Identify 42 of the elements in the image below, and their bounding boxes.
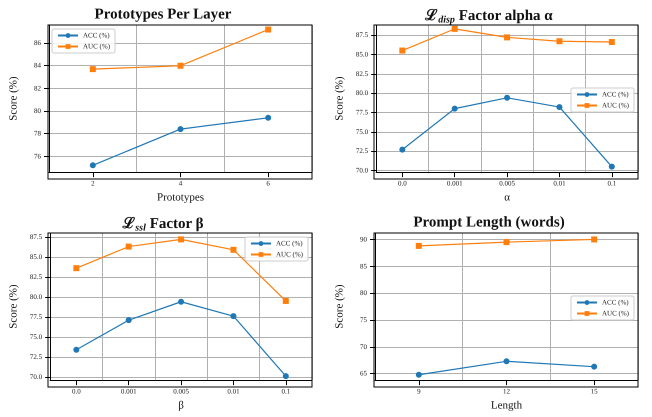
x-axis-title: Length: [490, 400, 523, 412]
x-axis-title: β: [178, 400, 184, 412]
x-axis-title: α: [504, 192, 510, 204]
point: [504, 358, 510, 364]
point: [178, 236, 184, 242]
point: [556, 104, 562, 110]
point: [265, 26, 272, 33]
point: [178, 126, 184, 132]
point: [556, 38, 562, 44]
point: [416, 372, 422, 378]
point: [399, 146, 406, 153]
point: [73, 346, 80, 353]
y-axis-title: Score (%): [334, 284, 346, 329]
point: [73, 265, 80, 272]
point: [608, 164, 615, 170]
point: [178, 62, 184, 69]
point: [591, 236, 598, 242]
y-axis-title: Score (%): [8, 284, 20, 329]
point: [504, 239, 510, 246]
point: [90, 162, 96, 168]
point: [282, 373, 289, 380]
point: [399, 48, 406, 54]
point: [126, 244, 132, 250]
x-axis-title: Prototypes: [156, 192, 204, 204]
chart-title: Prototypes Per Layer: [94, 6, 232, 22]
point: [452, 106, 458, 112]
point: [230, 313, 236, 320]
y-axis-title: Score (%): [8, 76, 20, 121]
point: [90, 66, 96, 72]
point: [452, 26, 458, 32]
point: [265, 114, 272, 121]
point: [608, 39, 615, 46]
point: [591, 364, 598, 370]
point: [230, 246, 236, 253]
point: [504, 34, 510, 40]
point: [504, 94, 510, 101]
point: [178, 298, 184, 305]
point: [282, 298, 289, 304]
point: [126, 317, 132, 324]
point: [416, 242, 422, 249]
chart-title: Prompt Length (words): [413, 214, 565, 230]
y-axis-title: Score (%): [334, 76, 346, 121]
